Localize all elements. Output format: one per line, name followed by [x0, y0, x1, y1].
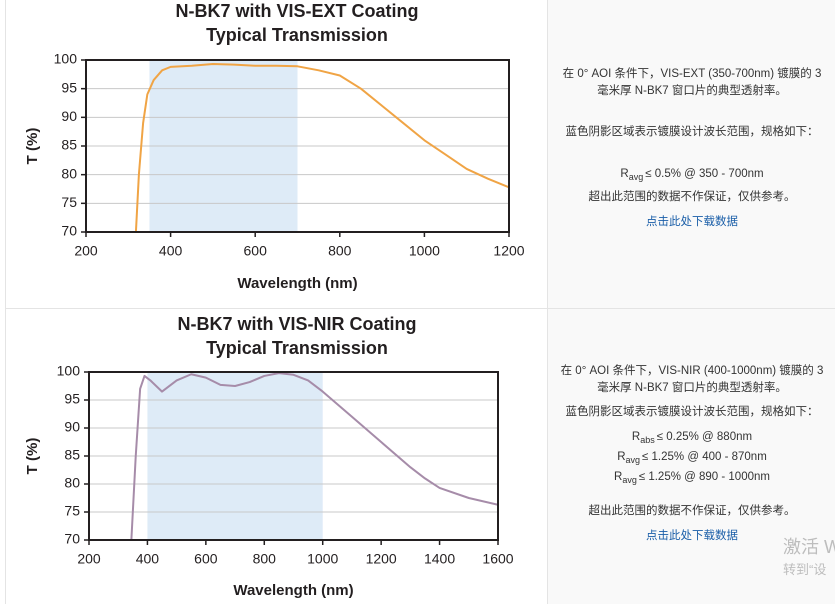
chart: N-BK7 with VIS-NIR Coating Typical Transm…: [24, 314, 514, 599]
note-cell: 在 0° AOI 条件下，VIS-NIR (400-1000nm) 镀膜的 3 …: [548, 309, 835, 604]
spec-sub: avg: [628, 172, 644, 182]
spec-list: Rabs ≤ 0.25% @ 880nm Ravg ≤ 1.25% @ 400 - 8…: [556, 429, 828, 489]
y-tick-label: 90: [61, 108, 77, 124]
watermark: 激活 W: [783, 537, 835, 557]
description: 在 0° AOI 条件下，VIS-EXT (350-700nm) 镀膜的 3 毫…: [562, 68, 822, 97]
chart-subtitle: Typical Transmission: [206, 338, 388, 358]
transmission-line: [130, 372, 498, 540]
y-tick-label: 70: [64, 531, 80, 547]
spec-text: ≤ 1.25% @ 890 - 1000nm: [638, 471, 770, 483]
chart-cell: N-BK7 with VIS-NIR Coating Typical Transm…: [5, 309, 548, 604]
spec-sub: avg: [622, 475, 637, 485]
watermark: 转到“设: [783, 562, 827, 577]
disclaimer: 超出此范围的数据不作保证，仅供参考。: [588, 505, 796, 517]
y-tick-label: 75: [61, 194, 77, 210]
spec-sub: avg: [625, 455, 641, 465]
y-tick-label: 85: [61, 137, 77, 153]
y-tick-label: 80: [64, 475, 80, 491]
chart-title: N-BK7 with VIS-EXT Coating: [176, 1, 419, 21]
x-tick-label: 1000: [409, 243, 440, 259]
y-tick-label: 95: [61, 79, 77, 95]
download-link[interactable]: 点击此处下载数据: [646, 216, 738, 228]
row-divider: [5, 308, 835, 309]
y-tick-label: 75: [64, 503, 80, 519]
spec: Rabs ≤ 0.25% @ 880nm: [556, 429, 828, 449]
chart-title: N-BK7 with VIS-NIR Coating: [178, 314, 417, 334]
spec-symbol: R: [620, 168, 629, 180]
plot-frame: [85, 59, 510, 233]
y-tick-label: 95: [64, 391, 80, 407]
plot-frame: [88, 371, 499, 541]
y-tick-label: 100: [57, 363, 81, 379]
x-axis-label: Wavelength (nm): [233, 582, 353, 599]
spec-text: ≤ 0.5% @ 350 - 700nm: [645, 168, 764, 180]
intro: 蓝色阴影区域表示镀膜设计波长范围，规格如下：: [565, 126, 819, 138]
y-tick-label: 100: [54, 51, 78, 67]
y-tick-label: 80: [61, 165, 77, 181]
chart: N-BK7 with VIS-EXT Coating Typical Transm…: [24, 1, 525, 292]
chart-subtitle: Typical Transmission: [206, 25, 388, 45]
x-tick-label: 600: [244, 243, 268, 259]
x-tick-label: 800: [328, 243, 352, 259]
note-cell: 在 0° AOI 条件下，VIS-EXT (350-700nm) 镀膜的 3 毫…: [548, 0, 835, 309]
spec-symbol: R: [631, 431, 641, 443]
y-tick-label: 90: [64, 419, 80, 435]
x-tick-label: 400: [136, 551, 160, 567]
spec-symbol: R: [617, 451, 626, 463]
intro: 蓝色阴影区域表示镀膜设计波长范围，规格如下：: [565, 406, 819, 418]
x-axis-label: Wavelength (nm): [237, 275, 357, 292]
x-tick-label: 1600: [482, 551, 513, 567]
spec-sub: abs: [640, 435, 655, 445]
spec: Ravg ≤ 1.25% @ 400 - 870nm: [556, 449, 828, 469]
spec-list: Ravg ≤ 0.5% @ 350 - 700nm: [556, 166, 828, 186]
x-tick-label: 200: [77, 551, 101, 567]
spec-symbol: R: [614, 471, 623, 483]
disclaimer: 超出此范围的数据不作保证，仅供参考。: [588, 191, 796, 203]
x-tick-label: 1200: [493, 243, 524, 259]
transmission-line: [134, 63, 509, 232]
spec: Ravg ≤ 0.5% @ 350 - 700nm: [556, 166, 828, 186]
description: 在 0° AOI 条件下，VIS-NIR (400-1000nm) 镀膜的 3 …: [560, 365, 824, 394]
y-tick-label: 85: [64, 447, 80, 463]
download-link[interactable]: 点击此处下载数据: [646, 530, 738, 542]
y-axis-label: T (%): [24, 438, 41, 475]
x-tick-label: 200: [74, 243, 98, 259]
x-tick-label: 600: [194, 551, 218, 567]
x-tick-label: 1400: [424, 551, 455, 567]
x-tick-label: 1000: [307, 551, 338, 567]
x-tick-label: 400: [159, 243, 183, 259]
y-axis-label: T (%): [24, 128, 41, 165]
x-tick-label: 1200: [366, 551, 397, 567]
chart-cell: N-BK7 with VIS-EXT Coating Typical Transm…: [5, 0, 548, 308]
spec-text: ≤ 0.25% @ 880nm: [656, 431, 753, 443]
x-tick-label: 800: [253, 551, 277, 567]
y-tick-label: 70: [61, 223, 77, 239]
spec-text: ≤ 1.25% @ 400 - 870nm: [642, 451, 767, 463]
spec: Ravg ≤ 1.25% @ 890 - 1000nm: [556, 469, 828, 489]
